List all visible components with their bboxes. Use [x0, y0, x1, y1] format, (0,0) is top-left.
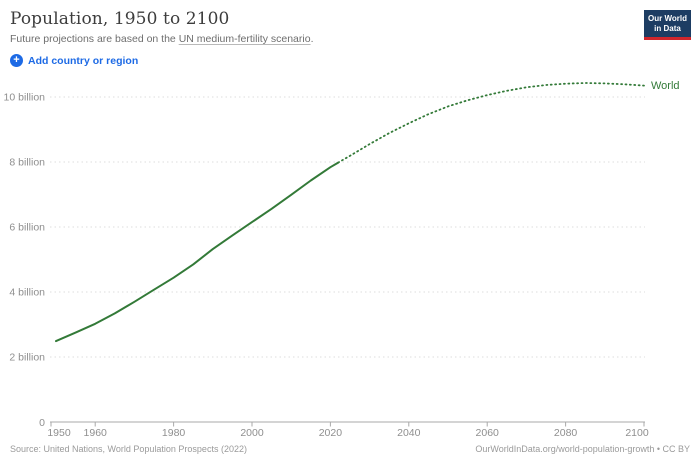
x-tick-label: 2020 [319, 427, 343, 439]
historical-line[interactable] [55, 161, 340, 343]
add-country-button[interactable]: + Add country or region [10, 54, 138, 67]
x-tick-label: 2000 [240, 427, 264, 439]
line-chart[interactable]: 0 2 billion 4 billion 6 billion 8 billion 10 … [0, 70, 700, 440]
x-tick-label: 1960 [84, 427, 108, 439]
y-tick-label: 4 billion [9, 287, 45, 299]
chart-footer: Source: United Nations, World Population… [10, 444, 690, 454]
source-note: Source: United Nations, World Population… [10, 444, 247, 454]
page-title: Population, 1950 to 2100 [10, 9, 230, 29]
y-tick-label: 10 billion [4, 92, 46, 104]
subtitle-link[interactable]: UN medium-fertility scenario [178, 33, 311, 45]
x-tick-label: 1950 [47, 427, 71, 439]
series-end-label[interactable]: World [651, 80, 680, 92]
x-tick-label: 1980 [162, 427, 186, 439]
projection-line[interactable] [337, 82, 645, 164]
owid-logo-line2: in Data [654, 24, 681, 33]
x-tick-label: 2040 [397, 427, 421, 439]
y-tick-label: 8 billion [9, 157, 45, 169]
owid-logo-line1: Our World [648, 14, 687, 23]
subtitle-text: Future projections are based on the [10, 33, 179, 45]
chart-subtitle: Future projections are based on the UN m… [10, 33, 313, 45]
owid-logo[interactable]: Our World in Data [644, 10, 691, 40]
y-tick-label: 6 billion [9, 222, 45, 234]
x-tick-label: 2060 [476, 427, 500, 439]
plus-circle-icon: + [10, 54, 23, 67]
attribution-link[interactable]: OurWorldInData.org/world-population-grow… [475, 444, 690, 454]
subtitle-period: . [310, 33, 314, 45]
y-tick-label: 2 billion [9, 352, 45, 364]
y-tick-label: 0 [39, 417, 45, 429]
x-tick-label: 2080 [554, 427, 578, 439]
x-tick-label: 2100 [625, 427, 649, 439]
add-country-label: Add country or region [28, 54, 139, 67]
